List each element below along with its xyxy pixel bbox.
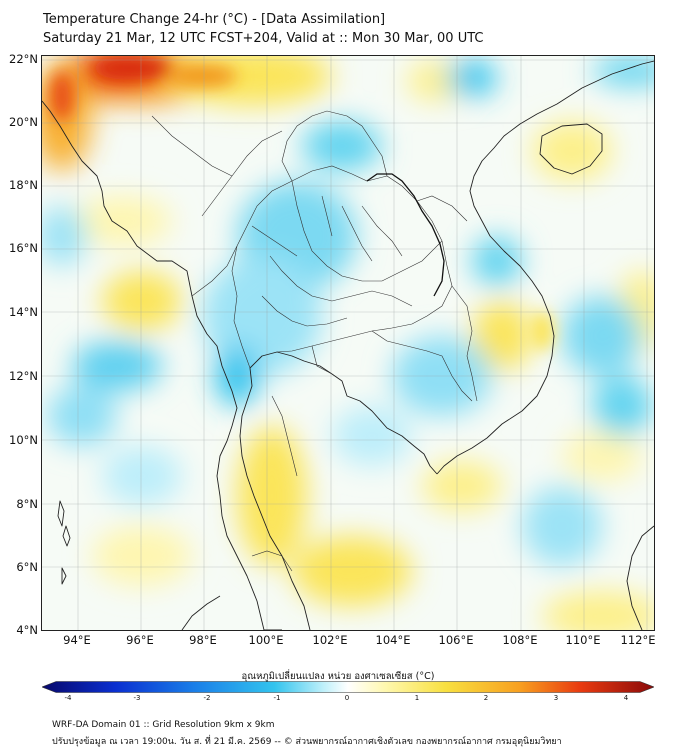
footer-credit: ปรับปรุงข้อมูล ณ เวลา 19:00น. วัน ส. ที่…: [52, 737, 562, 747]
mekong-border: [366, 173, 445, 297]
lon-label: 100°E: [248, 633, 284, 647]
chart-subtitle: Saturday 21 Mar, 12 UTC FCST+204, Valid …: [43, 31, 484, 46]
colorbar-tick: 0: [344, 694, 350, 702]
lat-label: 14°N: [9, 305, 38, 319]
colorbar-tick: -2: [203, 694, 211, 702]
lat-label: 12°N: [9, 369, 38, 383]
map-panel[interactable]: [41, 55, 655, 631]
lat-label: 20°N: [9, 115, 38, 129]
colorbar-title: อุณหภูมิเปลี่ยนแปลง หน่วย องศาเซลเซียส (…: [241, 671, 435, 682]
colorbar-tick: -3: [133, 694, 141, 702]
lat-label: 22°N: [9, 52, 38, 66]
colorbar-tick: -1: [273, 694, 281, 702]
temperature-field-detail: [50, 56, 554, 351]
lon-label: 94°E: [63, 633, 91, 647]
lat-label: 4°N: [16, 623, 38, 637]
colorbar-tick: 2: [483, 694, 489, 702]
lon-label: 110°E: [565, 633, 601, 647]
lat-label: 10°N: [9, 433, 38, 447]
temperature-change-map: [42, 56, 654, 630]
lon-label: 102°E: [312, 633, 348, 647]
graticule: [42, 56, 654, 630]
colorbar-tick: 1: [414, 694, 420, 702]
chart-title: Temperature Change 24-hr (°C) - [Data As…: [43, 12, 386, 27]
lon-label: 104°E: [375, 633, 411, 647]
lat-label: 18°N: [9, 178, 38, 192]
footer-model-info: WRF-DA Domain 01 :: Grid Resolution 9km …: [52, 720, 275, 730]
colorbar-tick: -4: [64, 694, 72, 702]
lon-label: 98°E: [189, 633, 217, 647]
lat-label: 8°N: [16, 497, 38, 511]
temperature-field: [42, 56, 654, 630]
colorbar: [42, 681, 654, 693]
colorbar-tick: 3: [553, 694, 559, 702]
coastlines: [42, 60, 654, 630]
colorbar-tick: 4: [623, 694, 629, 702]
lon-label: 112°E: [620, 633, 656, 647]
lon-label: 108°E: [502, 633, 538, 647]
lon-label: 96°E: [126, 633, 154, 647]
lon-label: 106°E: [438, 633, 474, 647]
lat-label: 6°N: [16, 560, 38, 574]
lat-label: 16°N: [9, 241, 38, 255]
